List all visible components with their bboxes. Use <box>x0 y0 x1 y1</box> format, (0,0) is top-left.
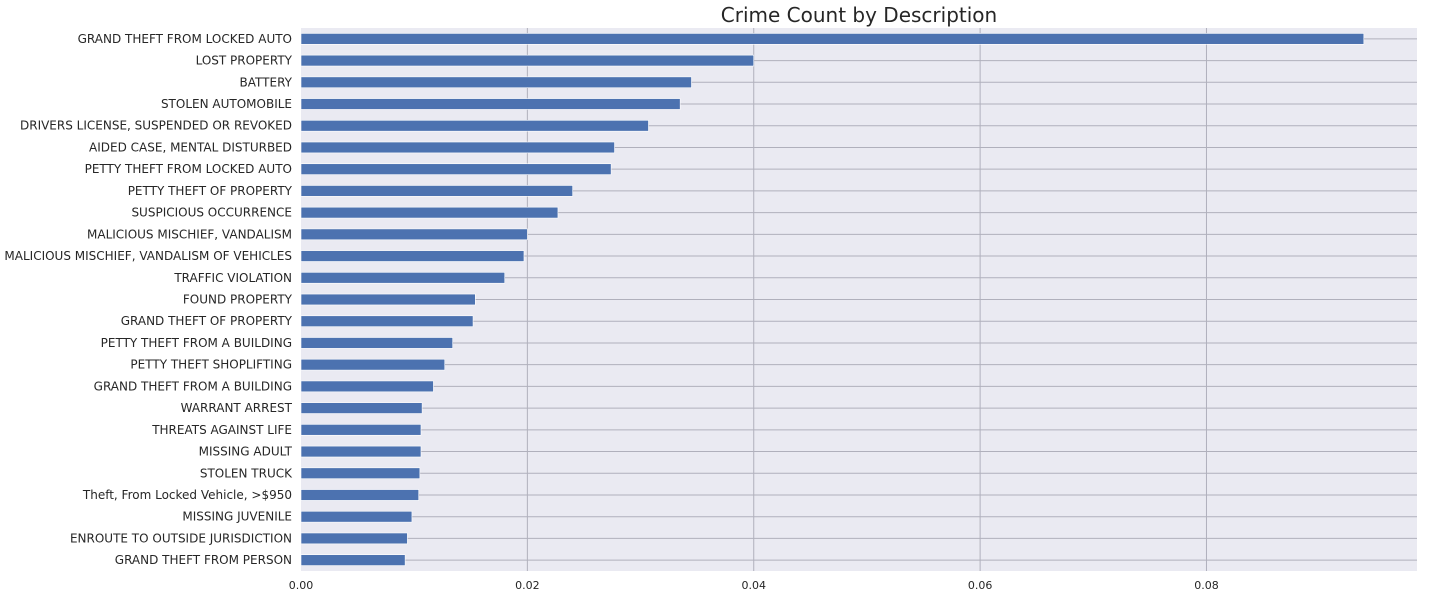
bar <box>300 358 446 371</box>
category-label: GRAND THEFT OF PROPERTY <box>121 314 293 328</box>
bar <box>300 272 506 284</box>
category-label: THREATS AGAINST LIFE <box>151 423 292 437</box>
bars <box>300 33 1365 566</box>
category-label: ENROUTE TO OUTSIDE JURISDICTION <box>70 531 292 545</box>
bar <box>300 402 423 414</box>
x-tick-label: 0.00 <box>289 579 314 592</box>
x-tick-label: 0.04 <box>741 579 766 592</box>
bar <box>300 98 681 110</box>
bar <box>300 554 406 566</box>
bar <box>300 120 649 132</box>
category-label: PETTY THEFT FROM LOCKED AUTO <box>85 162 292 176</box>
x-tick-label: 0.02 <box>515 579 540 592</box>
bar <box>300 250 525 262</box>
bar <box>300 380 434 393</box>
bar <box>300 206 559 219</box>
bar <box>300 185 573 197</box>
bar <box>300 532 408 545</box>
x-tick-label: 0.06 <box>968 579 993 592</box>
bar <box>300 33 1365 45</box>
bar <box>300 141 615 154</box>
chart-title: Crime Count by Description <box>720 3 998 27</box>
bar <box>300 467 421 479</box>
bar <box>300 510 413 523</box>
category-label: STOLEN AUTOMOBILE <box>161 97 292 111</box>
bar <box>300 424 422 436</box>
category-label: AIDED CASE, MENTAL DISTURBED <box>89 140 292 154</box>
category-label: DRIVERS LICENSE, SUSPENDED OR REVOKED <box>20 119 292 133</box>
bar <box>300 163 612 175</box>
bar <box>300 337 453 349</box>
category-label: WARRANT ARREST <box>181 401 293 415</box>
bar <box>300 489 420 501</box>
category-label: SUSPICIOUS OCCURRENCE <box>131 206 292 220</box>
category-label: PETTY THEFT FROM A BUILDING <box>101 336 292 350</box>
category-label: FOUND PROPERTY <box>183 293 293 307</box>
category-labels: GRAND THEFT FROM LOCKED AUTO LOST PROPERT… <box>4 32 293 567</box>
bar <box>300 315 474 327</box>
category-label: TRAFFIC VIOLATION <box>173 271 292 285</box>
category-label: GRAND THEFT FROM A BUILDING <box>94 379 292 393</box>
category-label: GRAND THEFT FROM LOCKED AUTO <box>78 32 292 46</box>
category-label: MISSING JUVENILE <box>182 510 292 524</box>
bar <box>300 54 755 67</box>
category-label: PETTY THEFT SHOPLIFTING <box>130 358 292 372</box>
bar <box>300 293 476 306</box>
bar <box>300 228 528 241</box>
category-label: STOLEN TRUCK <box>200 466 293 480</box>
x-tick-label: 0.08 <box>1194 579 1219 592</box>
bar <box>300 445 422 458</box>
bar <box>300 76 692 89</box>
category-label: GRAND THEFT FROM PERSON <box>115 553 292 567</box>
category-label: PETTY THEFT OF PROPERTY <box>128 184 293 198</box>
category-label: MALICIOUS MISCHIEF, VANDALISM <box>87 227 292 241</box>
category-label: BATTERY <box>240 75 293 89</box>
category-label: MISSING ADULT <box>199 445 293 459</box>
category-label: LOST PROPERTY <box>196 54 293 68</box>
category-label: MALICIOUS MISCHIEF, VANDALISM OF VEHICLE… <box>4 249 292 263</box>
category-label: Theft, From Locked Vehicle, >$950 <box>82 488 292 502</box>
x-tick-labels: 0.00 0.02 0.04 0.06 0.08 <box>289 579 1219 592</box>
